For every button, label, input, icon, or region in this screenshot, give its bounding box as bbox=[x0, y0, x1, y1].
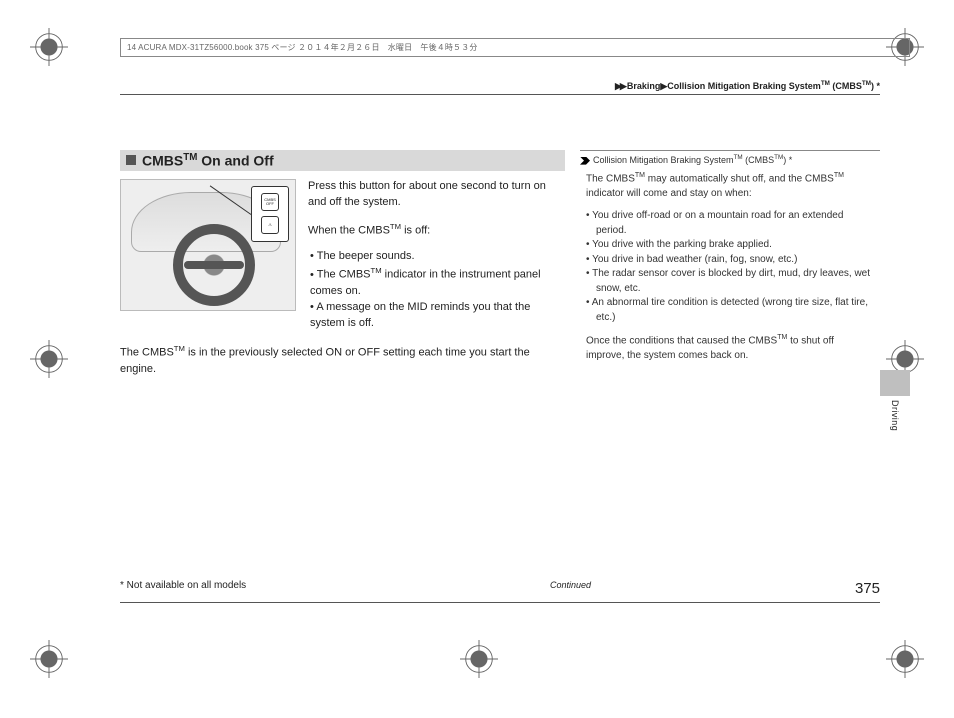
sidebar-list: You drive off-road or on a mountain road… bbox=[580, 209, 880, 333]
sidebar-header: Collision Mitigation Braking SystemTM (C… bbox=[580, 150, 880, 167]
section-title-pre: CMBS bbox=[142, 153, 183, 169]
footnote: * Not available on all models bbox=[120, 580, 246, 591]
section-title-text: CMBSTM On and Off bbox=[142, 152, 274, 169]
warning-button-icon: ⚠ bbox=[261, 216, 279, 234]
bullet-list: The beeper sounds. The CMBSTM indicator … bbox=[308, 249, 565, 331]
sidebar-note: Collision Mitigation Braking SystemTM (C… bbox=[580, 150, 880, 372]
text-run: (CMBS bbox=[743, 155, 775, 165]
text-run: is off: bbox=[401, 224, 430, 236]
list-item: The radar sensor cover is blocked by dir… bbox=[586, 267, 874, 296]
text-run: ) * bbox=[783, 155, 792, 165]
file-header: 14 ACURA MDX-31TZ56000.book 375 ページ ２０１４… bbox=[120, 38, 910, 57]
sidebar-paragraph: The CMBSTM may automatically shut off, a… bbox=[580, 171, 880, 209]
list-item: You drive with the parking brake applied… bbox=[586, 238, 874, 253]
tm-mark: TM bbox=[734, 154, 743, 161]
list-item: The CMBSTM indicator in the instrument p… bbox=[310, 265, 565, 300]
crop-mark bbox=[30, 28, 68, 66]
tm-mark: TM bbox=[777, 334, 787, 341]
list-item: You drive off-road or on a mountain road… bbox=[586, 209, 874, 238]
paragraph: The CMBSTM is in the previously selected… bbox=[120, 343, 565, 378]
breadcrumb-l2-post: (CMBS bbox=[830, 81, 862, 91]
list-item: The beeper sounds. bbox=[310, 249, 565, 265]
main-content: CMBSTM On and Off CMBS OFF ⚠ Press this … bbox=[120, 150, 565, 388]
breadcrumb-l1: Braking bbox=[627, 81, 661, 91]
breadcrumb: ▶▶Braking▶Collision Mitigation Braking S… bbox=[615, 80, 880, 92]
chevron-icon bbox=[580, 157, 590, 165]
list-item: A message on the MID reminds you that th… bbox=[310, 300, 565, 332]
paragraph: Press this button for about one second t… bbox=[308, 179, 565, 211]
list-item: An abnormal tire condition is detected (… bbox=[586, 296, 874, 325]
tm-mark: TM bbox=[774, 154, 783, 161]
crop-mark bbox=[886, 640, 924, 678]
sidebar-paragraph: Once the conditions that caused the CMBS… bbox=[580, 333, 880, 371]
tm-mark: TM bbox=[862, 80, 871, 87]
breadcrumb-l2-end: ) * bbox=[871, 81, 880, 91]
section-title-post: On and Off bbox=[197, 153, 273, 169]
tm-mark: TM bbox=[390, 222, 401, 231]
text-run: Collision Mitigation Braking System bbox=[593, 155, 734, 165]
text-run: The CMBS bbox=[317, 269, 371, 281]
text-run: When the CMBS bbox=[308, 224, 390, 236]
text-run: The CMBS bbox=[586, 173, 635, 184]
tm-mark: TM bbox=[635, 172, 645, 179]
breadcrumb-l2-pre: Collision Mitigation Braking System bbox=[667, 81, 821, 91]
section-heading: CMBSTM On and Off bbox=[120, 150, 565, 171]
tm-mark: TM bbox=[174, 344, 185, 353]
header-rule bbox=[120, 94, 880, 95]
crop-mark bbox=[30, 340, 68, 378]
section-tab-label: Driving bbox=[890, 400, 900, 431]
main-text: Press this button for about one second t… bbox=[308, 179, 565, 332]
text-run: Once the conditions that caused the CMBS bbox=[586, 336, 777, 347]
tm-mark: TM bbox=[834, 172, 844, 179]
tm-mark: TM bbox=[821, 80, 830, 87]
cmbs-off-button-icon: CMBS OFF bbox=[261, 193, 279, 211]
crop-mark bbox=[460, 640, 498, 678]
text-run: The CMBS bbox=[120, 347, 174, 359]
page-number: 375 bbox=[855, 580, 880, 597]
text-run: indicator will come and stay on when: bbox=[586, 188, 752, 199]
section-tab bbox=[880, 370, 910, 396]
crop-mark bbox=[30, 640, 68, 678]
button-callout: CMBS OFF ⚠ bbox=[251, 186, 289, 242]
tm-mark: TM bbox=[183, 152, 197, 163]
steering-wheel-illustration: CMBS OFF ⚠ bbox=[120, 179, 296, 311]
continued-label: Continued bbox=[550, 580, 591, 590]
tm-mark: TM bbox=[371, 266, 382, 275]
square-bullet-icon bbox=[126, 155, 136, 165]
list-item: You drive in bad weather (rain, fog, sno… bbox=[586, 253, 874, 268]
text-run: may automatically shut off, and the CMBS bbox=[645, 173, 834, 184]
paragraph: When the CMBSTM is off: bbox=[308, 221, 565, 240]
breadcrumb-arrows: ▶▶ bbox=[615, 81, 625, 91]
footer-rule bbox=[120, 602, 880, 603]
